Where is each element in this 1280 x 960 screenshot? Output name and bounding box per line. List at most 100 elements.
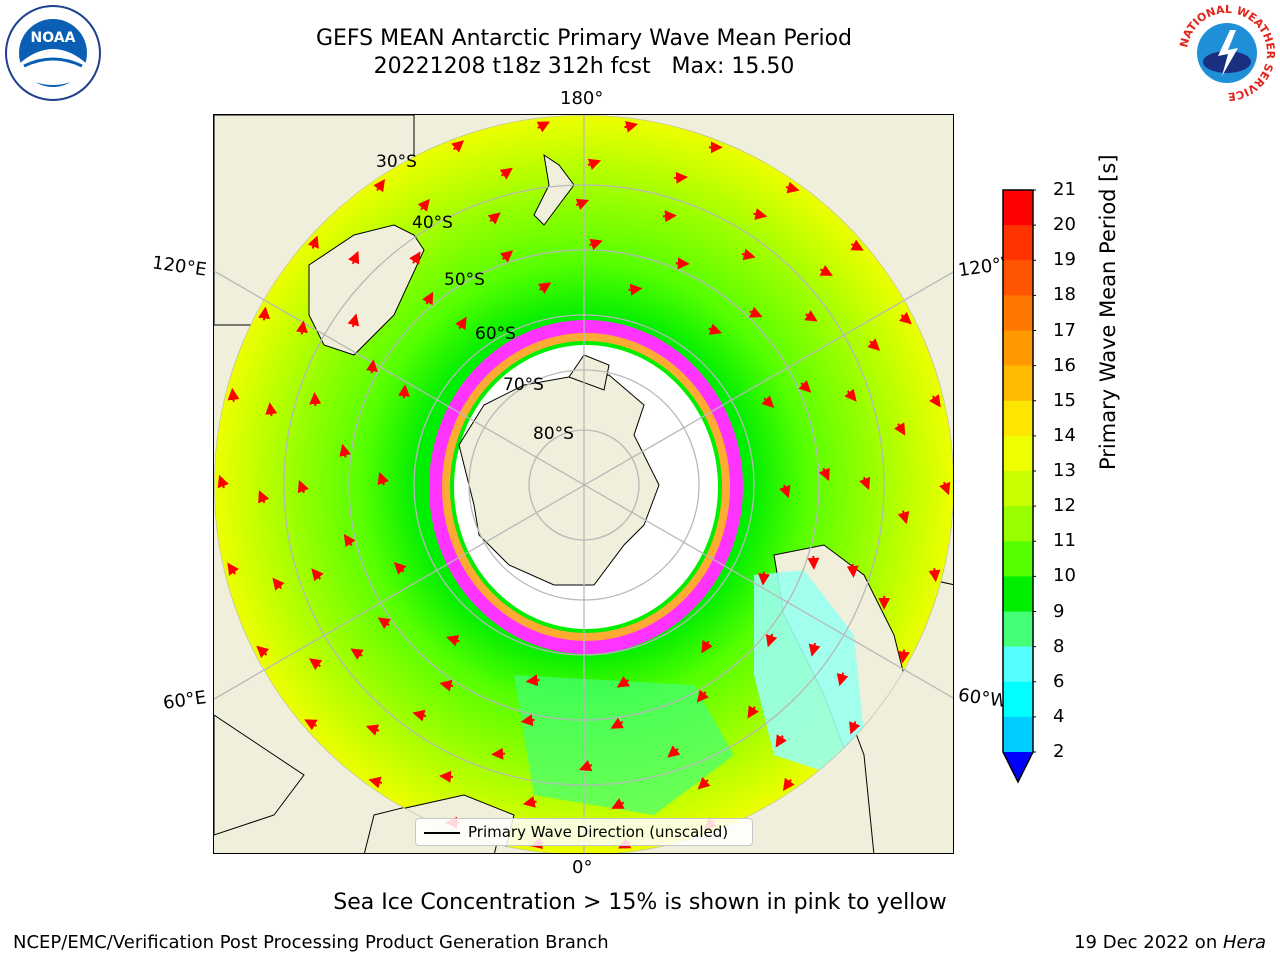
colorbar-label: Primary Wave Mean Period [s] xyxy=(1096,154,1120,470)
wave-arrow xyxy=(258,306,271,321)
wave-arrow xyxy=(928,394,941,408)
legend-line-swatch xyxy=(424,832,460,834)
lat-label-70s: 70°S xyxy=(503,375,544,395)
wave-arrow xyxy=(850,239,864,251)
map-legend: Primary Wave Direction (unscaled) xyxy=(415,818,753,846)
wave-arrow xyxy=(610,717,624,729)
wave-arrow xyxy=(807,555,820,570)
wave-arrow xyxy=(701,639,713,654)
wave-arrow xyxy=(859,476,871,491)
wave-arrow xyxy=(412,709,427,722)
wave-arrow xyxy=(258,490,270,504)
wave-arrow xyxy=(309,392,322,407)
footer-date: 19 Dec 2022 on Hera xyxy=(1074,932,1266,953)
wave-arrow xyxy=(525,674,540,687)
wave-arrow xyxy=(785,181,800,194)
wave-arrow xyxy=(393,562,407,575)
wave-arrow xyxy=(761,395,775,408)
wave-arrow xyxy=(675,257,690,270)
wave-arrow xyxy=(398,384,410,399)
wave-arrow xyxy=(741,248,756,261)
wave-arrow xyxy=(217,474,229,489)
wave-arrow xyxy=(409,251,421,265)
wave-arrow xyxy=(487,212,501,225)
wave-arrow xyxy=(304,719,318,731)
map-svg xyxy=(214,115,953,853)
meridian-label-0: 0° xyxy=(572,857,593,878)
wave-arrow xyxy=(339,443,351,458)
wave-arrow xyxy=(296,320,308,335)
wave-arrow xyxy=(522,795,537,808)
noaa-logo: NOAA xyxy=(4,4,102,102)
wave-arrow xyxy=(422,291,434,306)
colorbar-tick-label: 20 xyxy=(1053,214,1076,236)
colorbar-tick-label: 6 xyxy=(1053,670,1065,692)
colorbar-segment xyxy=(1003,506,1033,542)
wave-arrow xyxy=(350,648,364,660)
wave-arrow xyxy=(365,359,378,374)
wave-arrow xyxy=(311,568,324,582)
colorbar-tick-label: 17 xyxy=(1053,319,1076,341)
lat-label-50s: 50°S xyxy=(444,270,485,290)
colorbar-svg xyxy=(1002,189,1036,784)
wave-arrow xyxy=(819,265,833,276)
colorbar-segment xyxy=(1003,576,1033,612)
wave-arrow xyxy=(265,402,278,417)
colorbar-tick-label: 16 xyxy=(1053,354,1076,376)
wave-arrow xyxy=(708,323,722,335)
wave-arrow xyxy=(373,178,386,193)
colorbar-tick-label: 10 xyxy=(1053,565,1076,587)
wave-arrow xyxy=(624,120,639,133)
wave-arrow xyxy=(272,577,285,591)
wave-arrow xyxy=(575,198,590,210)
wave-arrow xyxy=(417,198,430,212)
wave-arrow xyxy=(491,747,506,760)
colorbar-segment xyxy=(1003,681,1033,718)
wave-arrow xyxy=(589,238,603,251)
wave-arrow xyxy=(227,562,240,576)
wave-arrow xyxy=(297,479,309,494)
colorbar-tick-label: 15 xyxy=(1053,389,1076,411)
colorbar-tick-label: 4 xyxy=(1053,705,1065,727)
colorbar-tick-label: 21 xyxy=(1053,179,1076,200)
wave-arrow xyxy=(667,745,681,758)
wave-arrow xyxy=(818,467,830,482)
wave-arrow xyxy=(365,724,380,736)
wave-arrow xyxy=(308,658,323,671)
colorbar-segment xyxy=(1003,190,1033,226)
wave-arrow xyxy=(662,210,677,223)
wave-arrow xyxy=(849,721,861,735)
wave-arrow xyxy=(578,760,593,772)
lat-label-30s: 30°S xyxy=(376,152,417,172)
map-title: GEFS MEAN Antarctic Primary Wave Mean Pe… xyxy=(315,26,853,51)
wave-arrow xyxy=(439,679,454,692)
wave-arrow xyxy=(451,140,465,153)
wave-arrow xyxy=(765,633,778,648)
colorbar-segment xyxy=(1003,330,1033,367)
wave-arrow xyxy=(846,563,859,578)
wave-arrow xyxy=(611,798,625,809)
wave-arrow xyxy=(628,283,643,296)
colorbar-tick-label: 11 xyxy=(1053,530,1076,552)
wave-arrow xyxy=(455,316,467,331)
wave-arrow xyxy=(939,481,951,496)
footer-host: Hera xyxy=(1222,932,1266,953)
wave-arrow xyxy=(446,635,460,647)
wave-arrow xyxy=(836,672,849,687)
wave-arrow xyxy=(499,167,513,180)
lat-label-80s: 80°S xyxy=(533,424,574,444)
wave-arrow xyxy=(798,380,812,393)
wave-arrow xyxy=(674,171,689,184)
wave-arrow xyxy=(747,705,759,719)
wave-arrow xyxy=(928,568,941,583)
colorbar-segment xyxy=(1003,365,1033,402)
colorbar-tick-label: 14 xyxy=(1053,424,1076,446)
wave-arrow xyxy=(616,676,631,688)
wave-arrow xyxy=(867,338,881,351)
wave-arrow xyxy=(844,388,857,402)
map-panel xyxy=(213,114,954,854)
map-subtitle: 20221208 t18z 312h fcst Max: 15.50 xyxy=(373,54,795,79)
wave-arrow xyxy=(697,776,711,790)
wave-arrow xyxy=(775,734,787,748)
meridian-label-120e: 120°E xyxy=(150,252,208,281)
